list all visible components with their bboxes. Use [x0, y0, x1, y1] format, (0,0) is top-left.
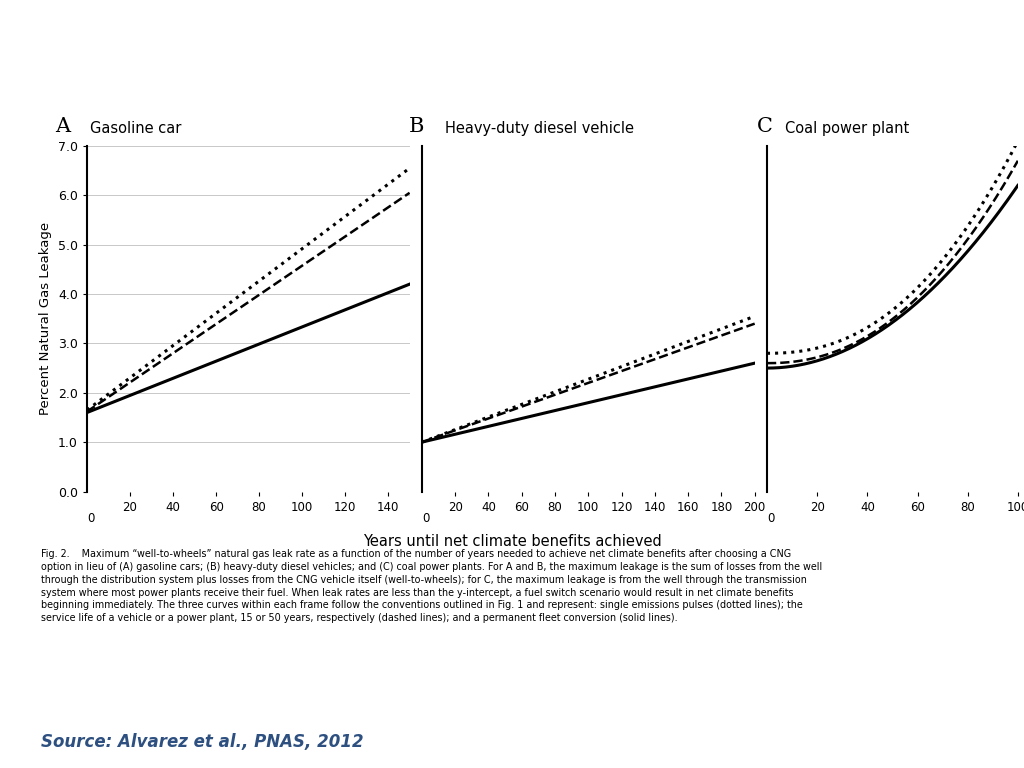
Text: Fig. 2.    Maximum “well-to-wheels” natural gas leak rate as a function of the n: Fig. 2. Maximum “well-to-wheels” natural…: [41, 549, 822, 623]
Text: Source: Alvarez et al., PNAS, 2012: Source: Alvarez et al., PNAS, 2012: [41, 733, 364, 751]
Y-axis label: Percent Natural Gas Leakage: Percent Natural Gas Leakage: [40, 222, 52, 415]
Text: Gasoline car: Gasoline car: [90, 121, 181, 136]
Text: 0: 0: [87, 512, 94, 525]
Text: 0: 0: [767, 512, 774, 525]
Text: natural gas for various leakage rates: natural gas for various leakage rates: [243, 80, 781, 108]
Text: Time frame for climate benefits of switching to: Time frame for climate benefits of switc…: [170, 35, 854, 64]
Text: C: C: [757, 117, 773, 136]
Text: Heavy-duty diesel vehicle: Heavy-duty diesel vehicle: [445, 121, 634, 136]
Text: Coal power plant: Coal power plant: [784, 121, 908, 136]
Text: A: A: [55, 117, 70, 136]
Text: B: B: [409, 117, 424, 136]
Text: Years until net climate benefits achieved: Years until net climate benefits achieve…: [362, 534, 662, 549]
Text: 0: 0: [422, 512, 429, 525]
